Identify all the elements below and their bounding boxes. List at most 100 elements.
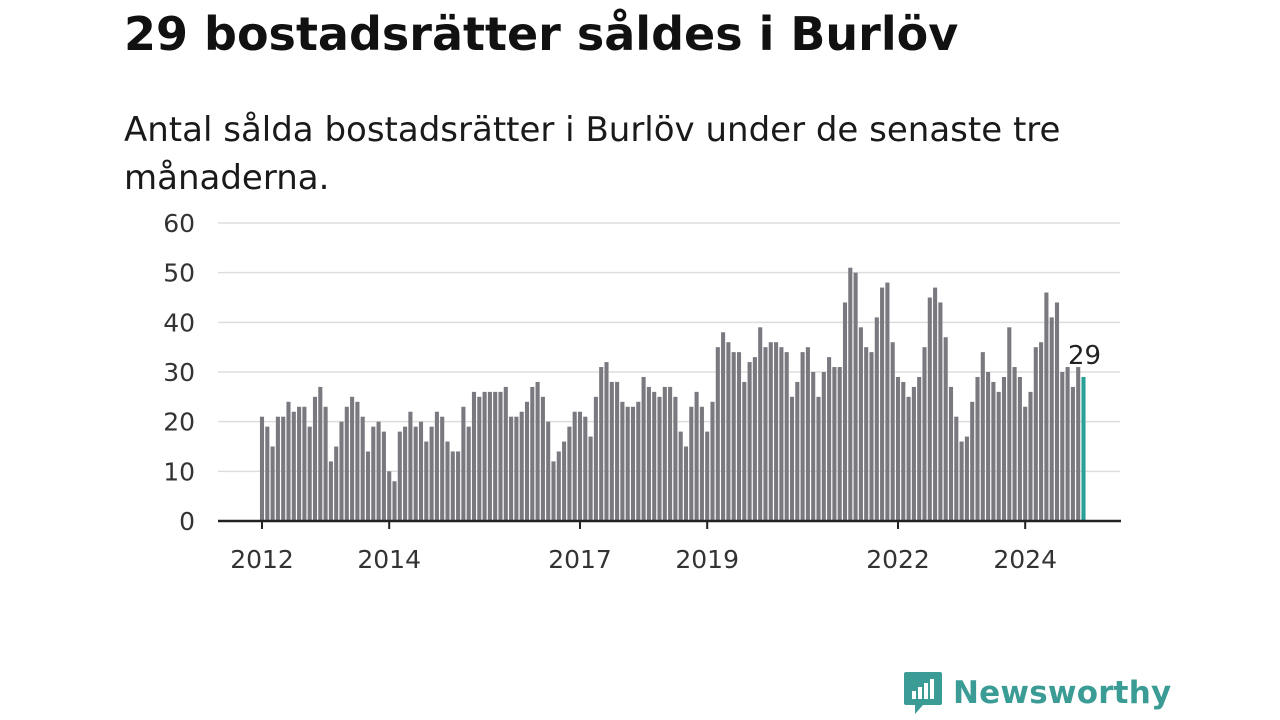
bar <box>901 381 906 521</box>
bar <box>837 367 842 521</box>
y-axis-ticks: 0 10 20 30 40 50 60 <box>163 209 195 536</box>
bar <box>397 431 402 521</box>
bar <box>938 302 943 521</box>
bar <box>503 386 508 521</box>
brand: Newsworthy <box>903 670 1171 716</box>
bar <box>567 426 572 521</box>
bar <box>731 352 736 521</box>
bar <box>509 416 514 521</box>
bar <box>493 391 498 521</box>
bar <box>1060 372 1065 521</box>
bar <box>996 391 1001 521</box>
bar <box>927 297 932 521</box>
bar <box>466 426 471 521</box>
bar <box>758 327 763 521</box>
bar <box>456 451 461 521</box>
x-tick-label: 2022 <box>866 545 930 574</box>
bar <box>933 287 938 521</box>
bar <box>365 451 371 521</box>
bar <box>360 416 365 521</box>
bar <box>445 441 450 521</box>
bar <box>991 381 996 521</box>
brand-name: Newsworthy <box>953 675 1172 711</box>
bar <box>615 381 620 521</box>
bar <box>858 327 863 521</box>
x-tick-label: 2014 <box>357 545 421 574</box>
bar <box>768 342 773 521</box>
bar <box>1054 302 1060 521</box>
x-axis-ticks: 2012 2014 2017 2019 2022 2024 <box>230 521 1057 574</box>
y-tick-label: 60 <box>163 209 195 238</box>
bar <box>779 347 784 521</box>
bar <box>524 401 530 521</box>
bar <box>752 357 757 521</box>
bar <box>1017 376 1022 521</box>
x-tick-label: 2024 <box>993 545 1057 574</box>
bar <box>668 386 673 521</box>
bar <box>540 396 545 521</box>
bar <box>625 406 630 521</box>
bar <box>1028 391 1033 521</box>
bar <box>673 396 678 521</box>
bar <box>652 391 657 521</box>
chart-subtitle: Antal sålda bostadsrätter i Burlöv under… <box>124 110 1061 198</box>
bar <box>551 461 556 521</box>
bar <box>736 352 742 521</box>
bar <box>948 386 954 521</box>
y-tick-label: 0 <box>179 507 195 536</box>
y-tick-label: 20 <box>163 408 195 437</box>
bar <box>1049 317 1054 521</box>
bar <box>970 401 975 521</box>
bar <box>334 446 339 521</box>
bars <box>259 267 1086 521</box>
bar <box>556 451 561 521</box>
bar <box>774 342 779 521</box>
bar <box>795 381 800 521</box>
bar <box>403 426 408 521</box>
bar <box>440 416 445 521</box>
bar <box>418 421 424 521</box>
bar <box>599 367 604 521</box>
bar <box>312 396 318 521</box>
bar <box>281 416 286 521</box>
bar <box>546 421 551 521</box>
x-tick-label: 2019 <box>675 545 739 574</box>
bar <box>895 376 901 521</box>
bar <box>609 381 614 521</box>
bar <box>832 367 837 521</box>
bar <box>270 446 275 521</box>
bar <box>980 352 985 521</box>
bar <box>450 451 455 521</box>
bar <box>498 391 503 521</box>
bar <box>747 362 752 521</box>
bar <box>922 347 927 521</box>
bar <box>890 342 895 521</box>
bar <box>986 372 991 521</box>
bar <box>583 416 588 521</box>
bar <box>805 347 810 521</box>
bar <box>885 282 890 521</box>
bar <box>291 411 296 521</box>
bar <box>869 352 874 521</box>
bar <box>387 471 392 521</box>
bar <box>657 396 662 521</box>
bar <box>763 347 768 521</box>
bar <box>461 406 466 521</box>
bar <box>1065 367 1070 521</box>
bar <box>726 342 731 521</box>
bar <box>593 396 598 521</box>
bar-latest <box>1081 376 1086 521</box>
bar <box>853 272 858 521</box>
bar <box>842 302 848 521</box>
bar <box>1023 406 1028 521</box>
bar <box>392 481 397 521</box>
bar <box>1076 367 1081 521</box>
x-tick-label: 2017 <box>548 545 612 574</box>
bar <box>530 386 535 521</box>
bar <box>328 461 333 521</box>
bar <box>381 431 386 521</box>
bar <box>535 381 540 521</box>
bar <box>874 317 879 521</box>
bar <box>562 441 567 521</box>
